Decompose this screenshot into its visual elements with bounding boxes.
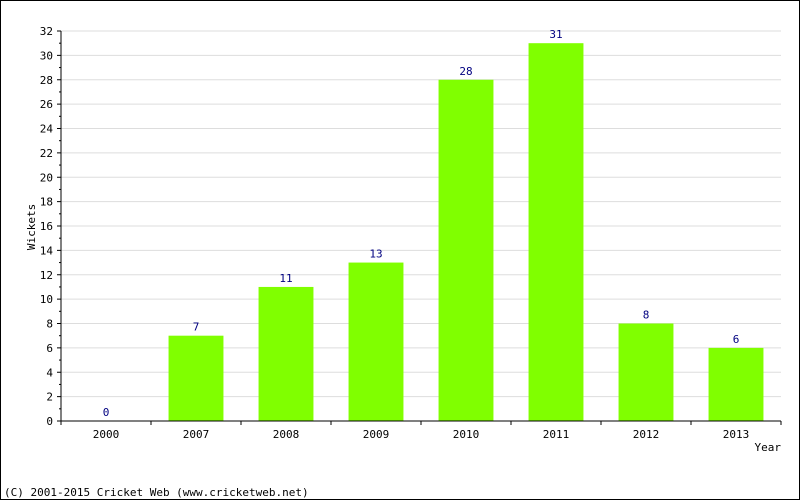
y-axis-title: Wickets [25,204,38,250]
grid-lines [61,30,781,398]
bar-2008 [258,286,314,421]
bar-2007 [168,335,224,421]
y-tick-label: 32 [40,25,53,38]
y-tick-label: 10 [40,293,53,306]
y-tick-label: 22 [40,147,53,160]
y-tick-label: 4 [46,366,53,379]
x-tick-label: 2000 [93,428,120,441]
y-tick-label: 0 [46,415,53,428]
x-axis-title: Year [755,441,782,454]
x-tick-label: 2011 [543,428,570,441]
y-tick-label: 24 [40,123,54,136]
y-tick-label: 14 [40,244,54,257]
x-tick-label: 2012 [633,428,660,441]
data-labels: 0 7 11 13 28 31 8 6 [103,28,740,419]
bar-2011 [528,43,584,421]
x-axis-ticks: 2000 2007 2008 2009 2010 2011 2012 2013 [60,421,782,441]
y-tick-label: 8 [46,318,53,331]
y-tick-label: 12 [40,269,53,282]
data-label: 7 [193,321,200,334]
y-tick-label: 18 [40,196,53,209]
x-tick-label: 2010 [453,428,480,441]
y-tick-label: 2 [46,391,53,404]
x-tick-label: 2008 [273,428,300,441]
bar-2010 [438,79,494,421]
data-label: 13 [369,248,382,261]
data-label: 8 [643,309,650,322]
bar-2013 [708,347,764,421]
data-label: 0 [103,406,110,419]
data-label: 11 [279,272,292,285]
data-label: 31 [549,28,562,41]
x-tick-label: 2013 [723,428,750,441]
y-tick-label: 28 [40,74,53,87]
y-tick-label: 30 [40,49,53,62]
data-label: 28 [459,65,472,78]
y-tick-label: 16 [40,220,53,233]
copyright-footer: (C) 2001-2015 Cricket Web (www.cricketwe… [4,486,309,499]
bar-2009 [348,262,404,421]
y-tick-label: 6 [46,342,53,355]
bar-2012 [618,323,674,421]
y-tick-label: 20 [40,171,53,184]
x-tick-label: 2009 [363,428,390,441]
bars [168,43,764,421]
data-label: 6 [733,333,740,346]
x-tick-label: 2007 [183,428,210,441]
y-tick-label: 26 [40,98,53,111]
